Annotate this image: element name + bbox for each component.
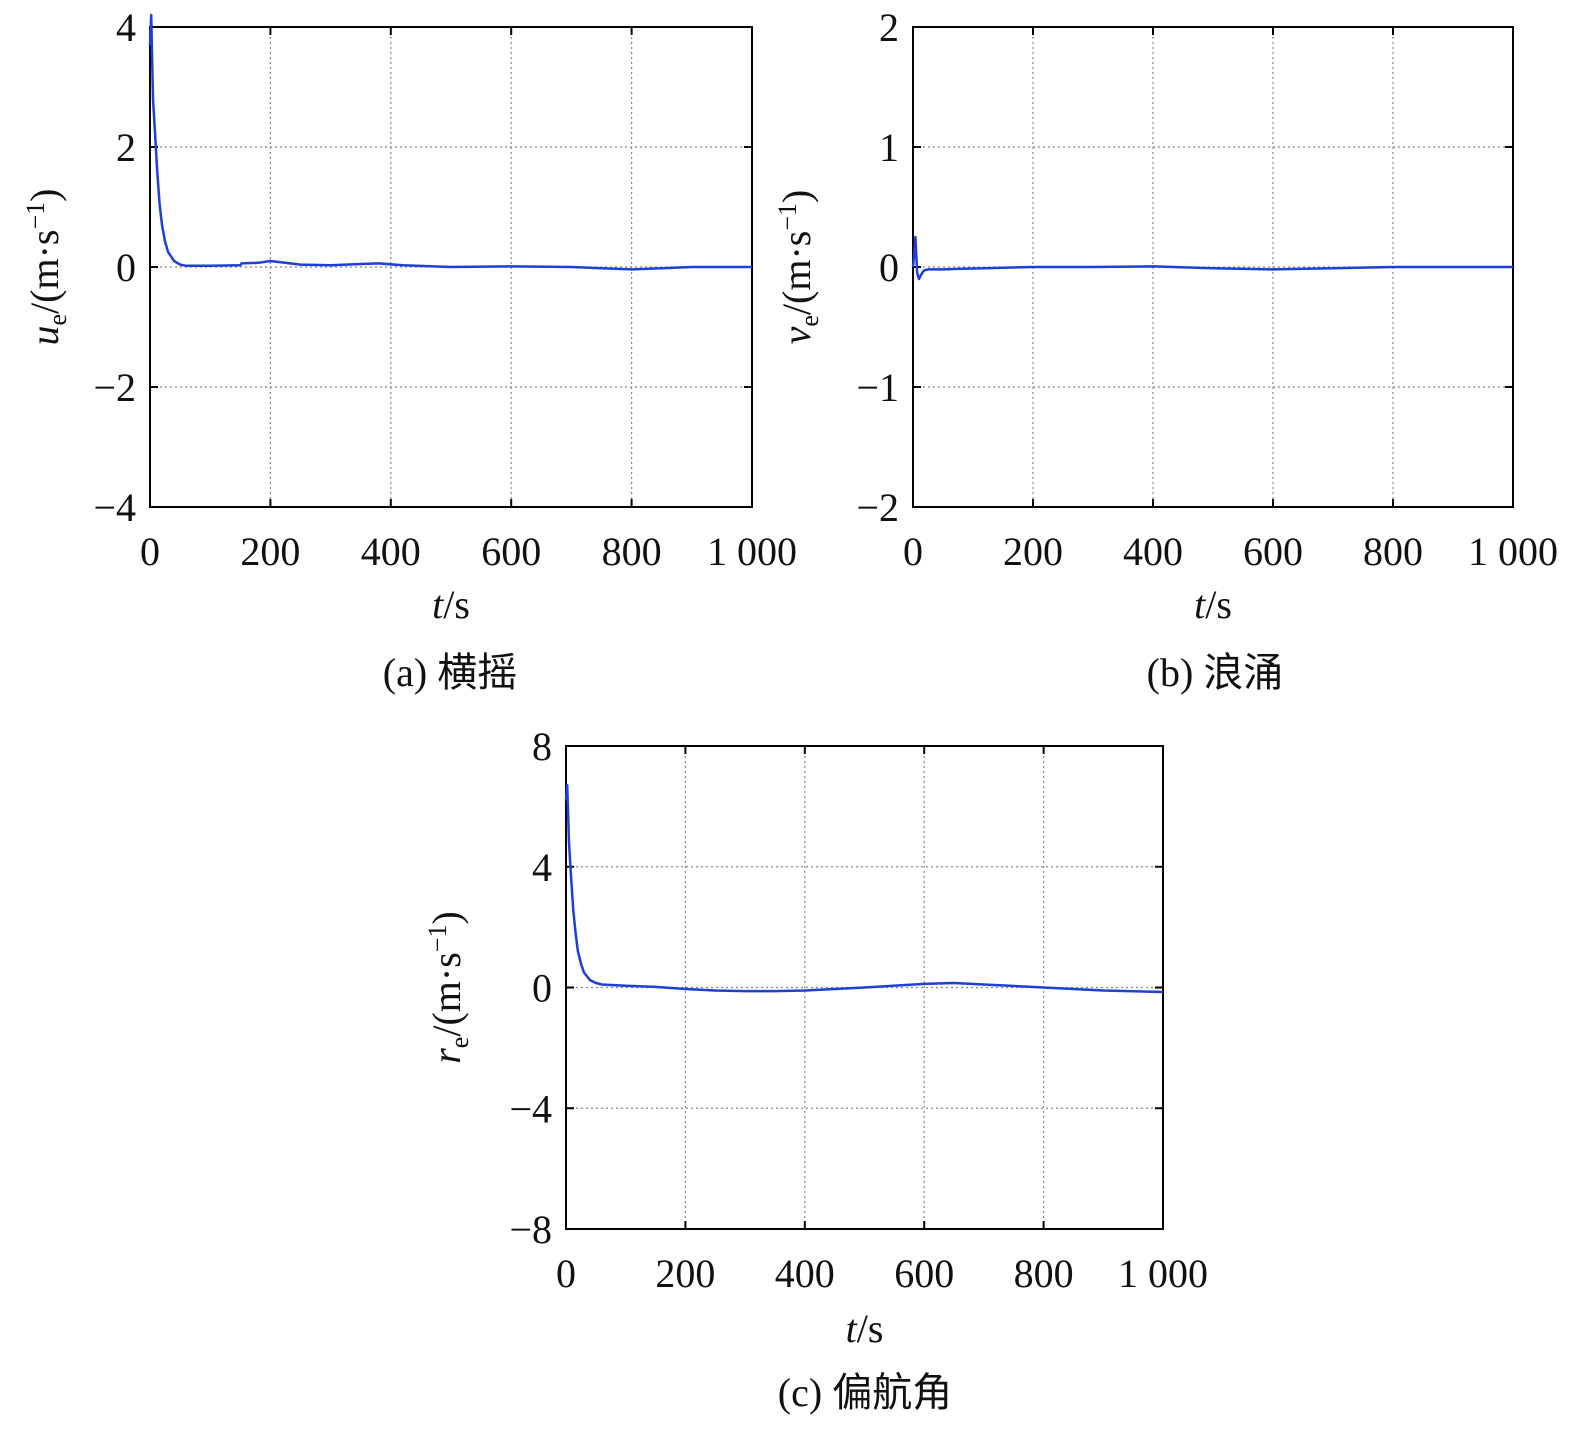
y-tick-label: 8	[532, 724, 552, 769]
y-axis-label: ue/(m·s−1)	[21, 189, 72, 346]
series-line	[148, 13, 752, 271]
caption-b: (b) 浪涌	[1146, 650, 1284, 695]
series-line	[911, 235, 1513, 281]
x-tick-label: 1 000	[1118, 1251, 1208, 1296]
y-tick-label: −2	[93, 365, 136, 410]
x-tick-label: 400	[1123, 529, 1183, 574]
y-tick-label: −1	[856, 365, 899, 410]
y-tick-label: −2	[856, 485, 899, 530]
x-tick-label: 600	[1243, 529, 1303, 574]
y-axis-label: re/(m·s−1)	[423, 911, 474, 1064]
y-tick-label: −4	[509, 1086, 552, 1131]
x-tick-label: 600	[894, 1251, 954, 1296]
y-tick-label: 2	[116, 125, 136, 170]
caption-a: (a) 横摇	[382, 650, 518, 695]
x-tick-label: 0	[140, 529, 160, 574]
x-tick-label: 800	[602, 529, 662, 574]
chart-b: 0 200 400 600 800 1 000 −2 −1 0 1 2 t/s ve/(m·s−1)	[773, 5, 1558, 627]
x-axis-label: t/s	[846, 1306, 884, 1351]
x-tick-label: 200	[240, 529, 300, 574]
y-tick-label: 4	[116, 5, 136, 50]
y-tick-label: 0	[116, 245, 136, 290]
x-tick-label: 200	[1003, 529, 1063, 574]
x-tick-label: 400	[775, 1251, 835, 1296]
x-tick-label: 400	[361, 529, 421, 574]
x-tick-label: 0	[556, 1251, 576, 1296]
x-tick-label: 200	[655, 1251, 715, 1296]
y-tick-label: 0	[532, 966, 552, 1011]
y-tick-label: −8	[509, 1207, 552, 1252]
y-tick-label: −4	[93, 485, 136, 530]
x-tick-label: 1 000	[707, 529, 797, 574]
series-line	[564, 783, 1164, 994]
x-tick-label: 1 000	[1468, 529, 1558, 574]
y-axis-label: ve/(m·s−1)	[773, 190, 824, 345]
chart-a: 0 200 400 600 800 1 000 −4 −2 0 2 4 t/s ue/(m·s−1)	[21, 5, 797, 627]
x-tick-label: 0	[903, 529, 923, 574]
y-tick-label: 1	[879, 125, 899, 170]
x-axis-label: t/s	[1194, 582, 1232, 627]
caption-c: (c) 偏航角	[777, 1370, 953, 1415]
chart-c: 0 200 400 600 800 1 000 −8 −4 0 4 8 t/s re/(m·s−1)	[423, 724, 1208, 1351]
y-tick-label: 2	[879, 5, 899, 50]
x-axis-label: t/s	[432, 582, 470, 627]
x-tick-label: 600	[481, 529, 541, 574]
y-tick-label: 4	[532, 845, 552, 890]
x-tick-label: 800	[1014, 1251, 1074, 1296]
x-tick-label: 800	[1363, 529, 1423, 574]
y-tick-label: 0	[879, 245, 899, 290]
